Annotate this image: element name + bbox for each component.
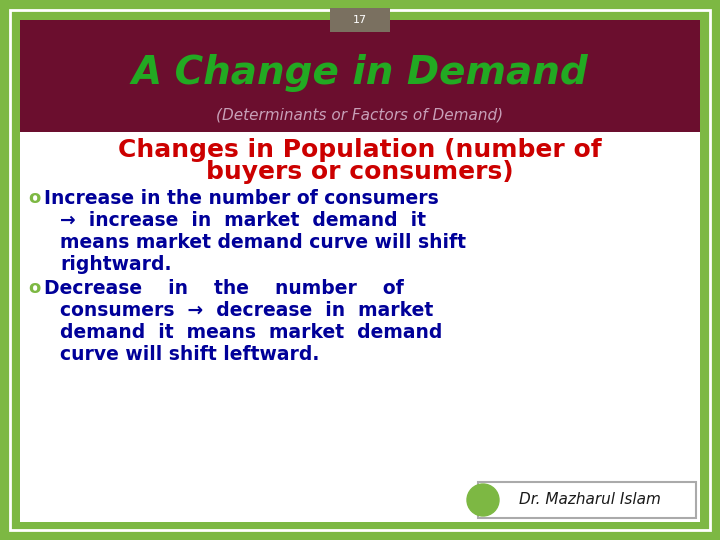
Text: buyers or consumers): buyers or consumers) xyxy=(206,160,514,184)
Text: o: o xyxy=(28,279,40,297)
Text: Decrease    in    the    number    of: Decrease in the number of xyxy=(44,279,404,298)
Circle shape xyxy=(467,484,499,516)
Text: 17: 17 xyxy=(353,15,367,25)
FancyBboxPatch shape xyxy=(478,482,696,518)
Text: means market demand curve will shift: means market demand curve will shift xyxy=(60,233,466,252)
Text: Dr. Mazharul Islam: Dr. Mazharul Islam xyxy=(519,492,661,508)
Text: consumers  →  decrease  in  market: consumers → decrease in market xyxy=(60,300,433,320)
Text: (Determinants or Factors of Demand): (Determinants or Factors of Demand) xyxy=(217,107,503,123)
Text: A Change in Demand: A Change in Demand xyxy=(132,54,588,92)
FancyBboxPatch shape xyxy=(10,10,710,530)
FancyBboxPatch shape xyxy=(20,20,700,132)
Text: curve will shift leftward.: curve will shift leftward. xyxy=(60,345,320,363)
Text: demand  it  means  market  demand: demand it means market demand xyxy=(60,322,442,341)
Text: Changes in Population (number of: Changes in Population (number of xyxy=(118,138,602,162)
FancyBboxPatch shape xyxy=(330,8,390,32)
Text: Increase in the number of consumers: Increase in the number of consumers xyxy=(44,188,438,207)
Text: →  increase  in  market  demand  it: → increase in market demand it xyxy=(60,211,426,229)
FancyBboxPatch shape xyxy=(20,132,700,522)
Text: rightward.: rightward. xyxy=(60,254,171,273)
Text: o: o xyxy=(28,189,40,207)
